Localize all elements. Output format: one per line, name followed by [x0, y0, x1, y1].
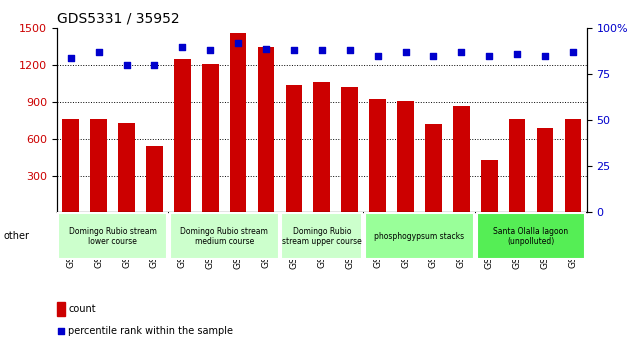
Bar: [146, 146, 163, 212]
Bar: [481, 160, 498, 212]
Text: percentile rank within the sample: percentile rank within the sample: [68, 326, 233, 336]
Bar: [314, 82, 330, 212]
Bar: [90, 119, 107, 212]
Point: [205, 47, 215, 53]
Text: other: other: [3, 231, 29, 241]
Bar: [397, 101, 414, 212]
Text: Domingo Rubio
stream upper course: Domingo Rubio stream upper course: [282, 227, 362, 246]
Bar: [202, 64, 218, 212]
Bar: [257, 47, 274, 212]
Bar: [281, 213, 362, 259]
Bar: [62, 119, 79, 212]
Point: [177, 44, 187, 50]
Bar: [536, 128, 553, 212]
Bar: [365, 213, 474, 259]
Point: [484, 53, 494, 59]
Point: [317, 47, 327, 53]
Point: [540, 53, 550, 59]
Bar: [174, 59, 191, 212]
Point: [233, 40, 243, 46]
Point: [456, 50, 466, 55]
Bar: [341, 87, 358, 212]
Bar: [425, 124, 442, 212]
Bar: [565, 119, 581, 212]
Text: phosphogypsum stacks: phosphogypsum stacks: [374, 232, 464, 241]
Point: [150, 62, 160, 68]
Bar: [230, 33, 247, 212]
Point: [289, 47, 299, 53]
Point: [512, 51, 522, 57]
Bar: [58, 213, 167, 259]
Text: Santa Olalla lagoon
(unpolluted): Santa Olalla lagoon (unpolluted): [493, 227, 569, 246]
Text: Domingo Rubio stream
medium course: Domingo Rubio stream medium course: [180, 227, 268, 246]
Text: count: count: [68, 304, 96, 314]
Point: [568, 50, 578, 55]
Point: [122, 62, 132, 68]
Point: [401, 50, 411, 55]
Bar: [453, 105, 469, 212]
Bar: [509, 119, 526, 212]
Text: GDS5331 / 35952: GDS5331 / 35952: [57, 12, 179, 26]
Bar: [476, 213, 586, 259]
Bar: [57, 302, 65, 316]
Bar: [170, 213, 278, 259]
Bar: [118, 123, 135, 212]
Point: [372, 53, 382, 59]
Bar: [369, 99, 386, 212]
Point: [93, 50, 103, 55]
Point: [345, 47, 355, 53]
Point: [56, 329, 66, 334]
Point: [66, 55, 76, 61]
Point: [261, 46, 271, 51]
Bar: [286, 85, 302, 212]
Text: Domingo Rubio stream
lower course: Domingo Rubio stream lower course: [69, 227, 156, 246]
Point: [428, 53, 439, 59]
